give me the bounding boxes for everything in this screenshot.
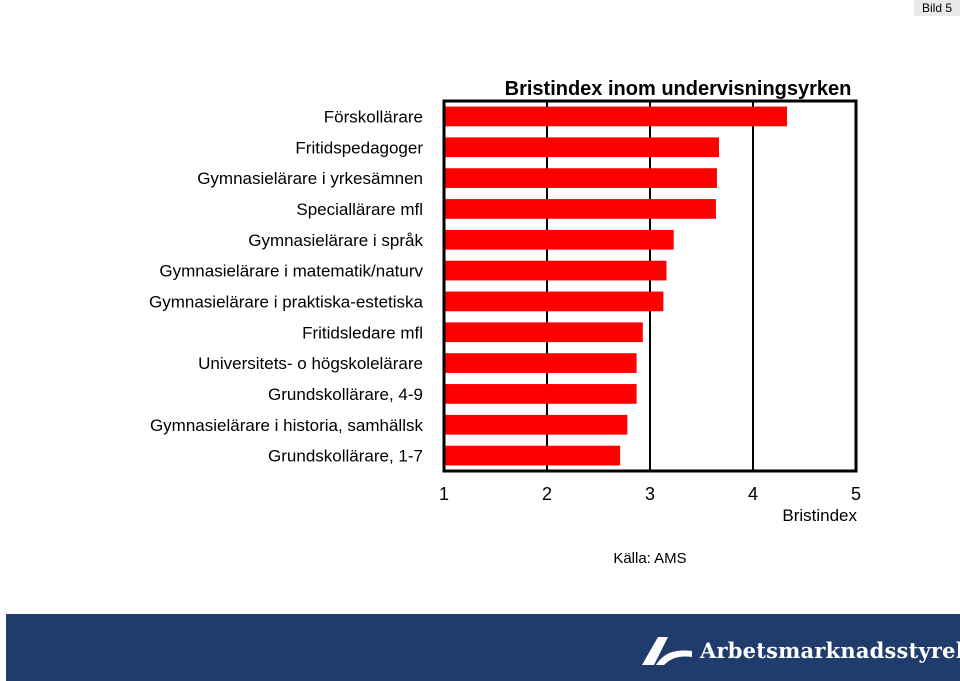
- x-tick-labels: 1 2 3 4 5: [439, 484, 861, 504]
- bar-9: [444, 353, 637, 373]
- category-label: Gymnasielärare i matematik/naturv: [159, 262, 423, 281]
- footer-band: [6, 614, 960, 681]
- bar-8: [444, 322, 643, 343]
- bar-6: [444, 260, 667, 281]
- bars: [444, 106, 787, 466]
- category-label: Fritidsledare mfl: [302, 323, 423, 342]
- bar-1: [444, 106, 787, 127]
- x-axis-label: Bristindex: [782, 506, 857, 525]
- bar-2: [444, 137, 720, 158]
- category-label: Universitets- o högskolelärare: [198, 354, 423, 373]
- category-label: Gymnasielärare i yrkesämnen: [197, 169, 423, 188]
- category-label: Grundskollärare, 1-7: [268, 447, 423, 466]
- gridlines: [546, 101, 754, 471]
- x-tick-label: 4: [748, 484, 758, 504]
- company-logo: Arbetsmarknadsstyrelsen: [640, 630, 960, 670]
- category-label: Gymnasielärare i språk: [248, 231, 423, 250]
- bar-10: [444, 384, 637, 404]
- category-label: Gymnasielärare i praktiska-estetiska: [149, 292, 424, 311]
- category-labels: Förskollärare Fritidspedagoger Gymnasielär…: [149, 107, 424, 465]
- x-tick-label: 1: [439, 484, 449, 504]
- x-tick-label: 5: [851, 484, 861, 504]
- bar-11: [444, 414, 628, 435]
- category-label: Förskollärare: [324, 107, 423, 126]
- category-label: Speciallärare mfl: [296, 200, 423, 219]
- bar-12: [444, 445, 621, 466]
- bar-4: [444, 199, 716, 219]
- category-label: Gymnasielärare i historia, samhällsk: [150, 416, 424, 435]
- source-note: Källa: AMS: [613, 550, 686, 567]
- bar-7: [444, 291, 664, 312]
- x-tick-label: 3: [645, 484, 655, 504]
- bar-5: [444, 229, 674, 250]
- slide-label: Bild 5: [914, 0, 960, 16]
- x-tick-label: 2: [542, 484, 552, 504]
- bar-3: [444, 168, 717, 188]
- logo-text: Arbetsmarknadsstyrelsen: [700, 637, 960, 663]
- logo-mark-icon: [642, 637, 692, 665]
- category-label: Grundskollärare, 4-9: [268, 385, 423, 404]
- category-label: Fritidspedagoger: [295, 138, 423, 157]
- bar-chart: Bristindex inom undervisningsyrken Försk…: [149, 78, 861, 567]
- plot-frame: [442, 99, 858, 473]
- chart-title: Bristindex inom undervisningsyrken: [505, 78, 852, 100]
